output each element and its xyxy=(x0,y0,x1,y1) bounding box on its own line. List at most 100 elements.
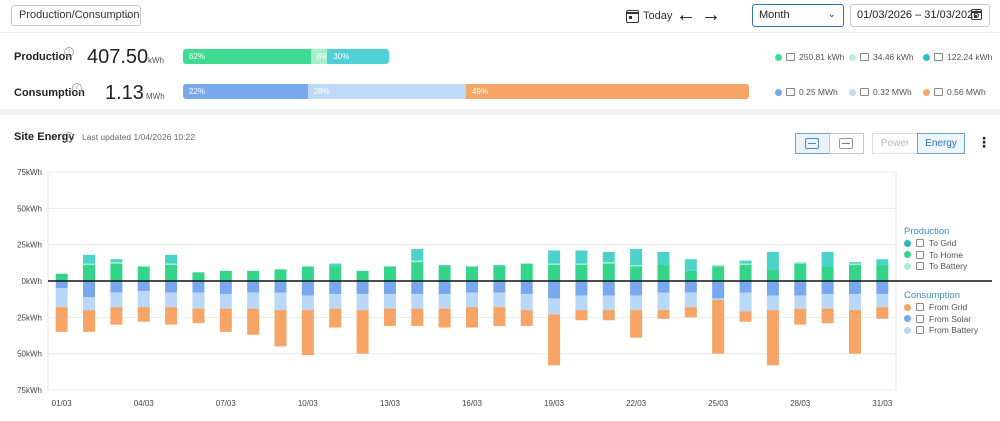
bar-segment-to-home xyxy=(848,265,861,281)
bar-segment-to-home xyxy=(329,266,342,281)
period-select[interactable]: Month ⌄ xyxy=(752,4,844,27)
power-toggle-button[interactable]: Power xyxy=(872,133,918,154)
bar-segment-from-solar xyxy=(83,281,96,297)
bar-segment-from-solar xyxy=(192,281,205,293)
calendar-icon xyxy=(971,9,982,20)
bar-segment-from-solar xyxy=(219,281,232,295)
prev-period-button[interactable]: ← xyxy=(676,4,696,26)
bar-segment-from-grid xyxy=(219,308,232,332)
bar-segment-from-solar xyxy=(274,281,287,293)
battery-icon xyxy=(916,326,924,334)
production-legend-value: 34.46 kWh xyxy=(873,52,914,62)
solar-panel-icon xyxy=(786,88,795,96)
legend-dot xyxy=(904,303,911,311)
chart-view-toggle-split[interactable] xyxy=(829,133,864,154)
production-bar: 62% 8% 30% xyxy=(183,49,389,64)
bar-segment-to-home xyxy=(766,269,779,281)
bar-segment-from-battery xyxy=(520,294,533,311)
consumption-legend-item: 0.32 MWh xyxy=(849,87,912,97)
bar-segment-from-solar xyxy=(411,281,424,295)
bar-segment-from-battery xyxy=(602,295,615,311)
bar-segment-to-grid xyxy=(876,259,889,266)
bar-segment-to-home xyxy=(684,270,697,281)
bar-segment-from-grid xyxy=(383,308,396,327)
legend-item-to-battery[interactable]: To Battery xyxy=(904,261,967,271)
date-range-picker[interactable]: 01/03/2026 – 31/03/2026 xyxy=(850,4,990,27)
bar-segment-from-battery xyxy=(192,292,205,309)
bar-segment-to-battery xyxy=(411,260,424,263)
bar-segment-to-home xyxy=(219,270,232,281)
production-unit: kWh xyxy=(148,56,164,65)
bar-segment-from-grid xyxy=(821,308,834,324)
bar-segment-from-battery xyxy=(219,294,232,309)
production-legend-value: 250.81 kWh xyxy=(799,52,845,62)
bar-segment-to-grid xyxy=(110,259,123,263)
bar-segment-to-battery xyxy=(548,263,561,266)
view-select[interactable]: Production/Consumption ⌄ xyxy=(11,5,141,26)
legend-item-from-battery[interactable]: From Battery xyxy=(904,325,978,335)
info-icon[interactable]: i xyxy=(72,83,82,93)
battery-icon xyxy=(916,262,924,270)
bar-segment-from-grid xyxy=(630,310,643,338)
bar-segment-from-battery xyxy=(794,295,807,309)
bar-segment-from-grid xyxy=(712,299,725,354)
chart-view-icon xyxy=(839,138,853,149)
legend-item-to-grid[interactable]: To Grid xyxy=(904,238,956,248)
bar-segment-from-solar xyxy=(794,281,807,296)
bar-segment-from-solar xyxy=(684,281,697,293)
next-period-button[interactable]: → xyxy=(701,4,721,26)
bar-segment-from-grid xyxy=(657,310,670,319)
bar-segment-from-grid xyxy=(356,310,369,354)
bar-segment-to-home xyxy=(383,266,396,281)
legend-dot xyxy=(849,53,856,61)
more-options-icon[interactable]: ⋮ xyxy=(977,134,991,150)
bar-segment-to-battery xyxy=(739,263,752,266)
bar-segment-from-grid xyxy=(55,307,68,332)
legend-item-to-home[interactable]: To Home xyxy=(904,250,963,260)
bar-segment-from-battery xyxy=(575,295,588,311)
bar-segment-to-home xyxy=(493,266,506,281)
bar-segment-to-home xyxy=(794,263,807,281)
today-button[interactable]: Today xyxy=(626,7,672,25)
info-icon[interactable]: i xyxy=(64,132,74,142)
legend-item-from-solar[interactable]: From Solar xyxy=(904,314,971,324)
y-tick-label: 75kWh xyxy=(17,168,42,177)
y-tick-label: 25kWh xyxy=(17,313,42,322)
site-energy-chart: 75kWh 50kWh 25kWh 0kWh 25kWh 50kWh 75kWh 01/03 0… xyxy=(17,168,992,408)
bar-segment-from-battery xyxy=(684,292,697,308)
bar-segment-to-battery xyxy=(602,262,615,264)
bar-segment-to-grid xyxy=(493,265,506,267)
bar-segment-from-battery xyxy=(766,295,779,311)
info-icon[interactable]: i xyxy=(64,47,74,57)
bar-segment-from-solar xyxy=(438,281,451,295)
bar-segment-to-grid xyxy=(739,260,752,264)
bar-segment-from-battery xyxy=(301,295,314,311)
bar-segment-from-solar xyxy=(55,281,68,289)
last-updated-text: Last updated 1/04/2026 10:22 xyxy=(82,132,195,142)
chevron-down-icon: ⌄ xyxy=(827,9,836,20)
consumption-bar: 22% 28% 49% xyxy=(183,84,749,99)
energy-toggle-button[interactable]: Energy xyxy=(917,133,965,154)
bar-segment-from-grid xyxy=(411,308,424,327)
legend-dot xyxy=(904,262,911,270)
bar-segment-from-battery xyxy=(356,294,369,311)
bar-segment-to-home xyxy=(192,272,205,281)
bar-segment-to-home xyxy=(438,266,451,281)
legend-dot xyxy=(904,326,911,334)
bar-segment-from-solar xyxy=(165,281,178,293)
bar-segment-from-solar xyxy=(575,281,588,296)
bar-segment-from-grid xyxy=(247,308,260,335)
legend-consumption-heading: Consumption xyxy=(904,290,960,301)
legend-item-from-grid[interactable]: From Grid xyxy=(904,302,967,312)
consumption-legend-value: 0.56 MWh xyxy=(947,87,986,97)
bar-segment-to-grid xyxy=(630,249,643,266)
production-bar-segment: 30% xyxy=(327,49,389,64)
production-bar-segment: 62% xyxy=(183,49,311,64)
bar-segment-from-battery xyxy=(739,292,752,312)
bar-segment-to-grid xyxy=(602,251,615,263)
solar-panel-icon xyxy=(916,314,924,323)
bar-segment-from-grid xyxy=(466,307,478,328)
bar-segment-to-grid xyxy=(848,262,861,264)
bar-segment-from-solar xyxy=(520,281,533,295)
chart-view-toggle-stacked[interactable] xyxy=(795,133,830,154)
